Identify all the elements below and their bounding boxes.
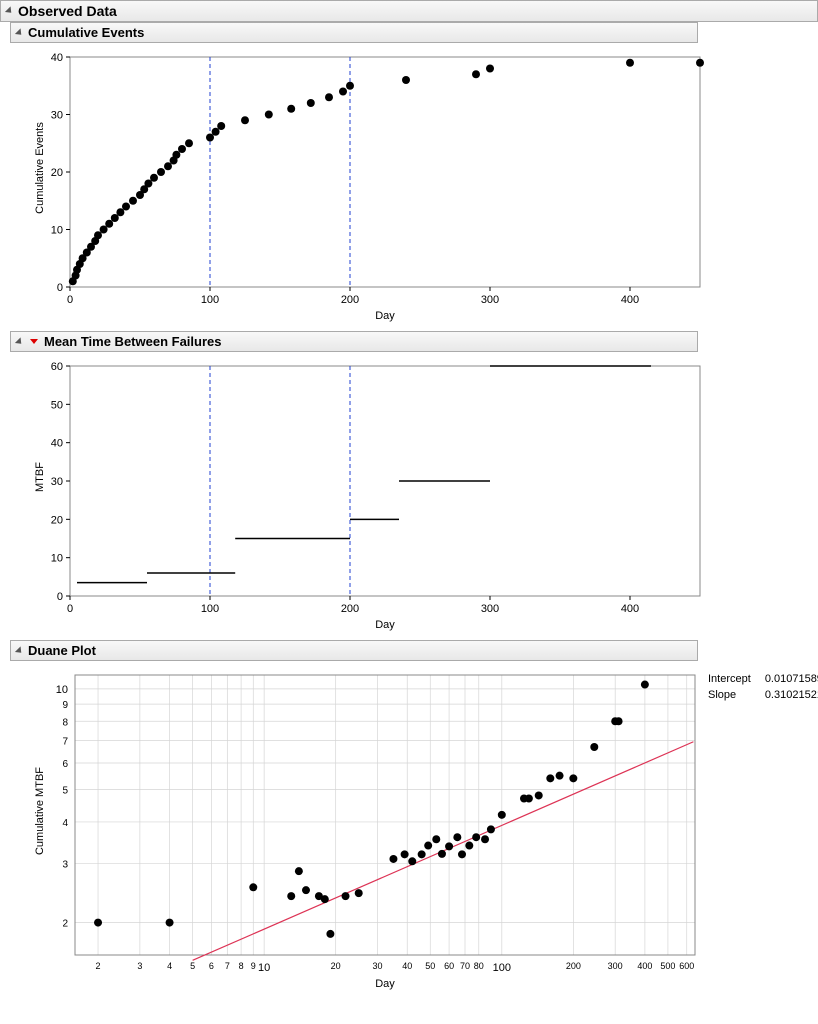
svg-text:Day: Day: [375, 978, 395, 990]
svg-text:Day: Day: [375, 619, 395, 631]
main-header-label: Observed Data: [18, 3, 117, 19]
svg-text:200: 200: [341, 603, 359, 615]
svg-text:100: 100: [201, 294, 219, 306]
svg-text:30: 30: [51, 110, 63, 122]
intercept-label: Intercept: [702, 672, 757, 686]
slope-value: 0.31021521: [759, 688, 818, 702]
svg-text:10: 10: [51, 225, 63, 237]
main-section-header[interactable]: Observed Data: [0, 0, 818, 22]
svg-text:Day: Day: [375, 310, 395, 322]
svg-text:10: 10: [51, 553, 63, 565]
disclosure-icon: [15, 646, 24, 655]
duane-params: Intercept0.01071589 Slope0.31021521: [700, 670, 818, 704]
svg-text:0: 0: [57, 282, 63, 294]
chart1-title: Cumulative Events: [28, 25, 144, 40]
svg-text:10: 10: [56, 684, 68, 696]
svg-text:60: 60: [51, 361, 63, 373]
svg-text:2: 2: [96, 961, 101, 971]
svg-text:400: 400: [621, 603, 639, 615]
svg-text:4: 4: [62, 818, 68, 829]
cumulative-events-chart: Cumulative Events 0102030400100200300400…: [20, 47, 720, 327]
chart1-svg: 0102030400100200300400Day: [20, 47, 720, 327]
svg-text:4: 4: [167, 961, 172, 971]
svg-text:8: 8: [62, 717, 68, 728]
svg-text:3: 3: [62, 860, 68, 871]
svg-text:30: 30: [51, 476, 63, 488]
svg-text:9: 9: [62, 700, 68, 711]
svg-text:20: 20: [331, 961, 341, 971]
disclosure-icon: [15, 337, 24, 346]
chart2-title: Mean Time Between Failures: [44, 334, 222, 349]
svg-text:80: 80: [474, 961, 484, 971]
disclosure-icon: [15, 28, 24, 37]
mtbf-chart: MTBF 0 10 20 30 40 50 60 0 100 200 300 400 Day: [20, 356, 720, 636]
disclosure-icon: [5, 6, 14, 15]
svg-text:200: 200: [566, 961, 581, 971]
svg-text:5: 5: [190, 961, 195, 971]
intercept-value: 0.01071589: [759, 672, 818, 686]
chart2-svg: 0 10 20 30 40 50 60 0 100 200 300 400 Day: [20, 356, 720, 636]
chart3-title: Duane Plot: [28, 643, 96, 658]
svg-text:50: 50: [51, 399, 63, 411]
chart1-ylabel: Cumulative Events: [34, 118, 46, 218]
svg-text:40: 40: [51, 52, 63, 64]
slope-label: Slope: [702, 688, 757, 702]
chart2-ylabel: MTBF: [34, 447, 46, 507]
svg-text:30: 30: [373, 961, 383, 971]
svg-text:0: 0: [67, 603, 73, 615]
cumulative-events-header[interactable]: Cumulative Events: [10, 22, 698, 43]
svg-text:9: 9: [251, 961, 256, 971]
mtbf-header[interactable]: Mean Time Between Failures: [10, 331, 698, 352]
red-triangle-icon[interactable]: [30, 339, 38, 344]
svg-text:40: 40: [402, 961, 412, 971]
svg-text:300: 300: [481, 294, 499, 306]
svg-text:3: 3: [137, 961, 142, 971]
svg-text:6: 6: [62, 759, 68, 770]
svg-text:8: 8: [239, 961, 244, 971]
svg-text:20: 20: [51, 167, 63, 179]
svg-text:70: 70: [460, 961, 470, 971]
svg-text:400: 400: [637, 961, 652, 971]
svg-text:6: 6: [209, 961, 214, 971]
svg-text:0: 0: [67, 294, 73, 306]
svg-text:20: 20: [51, 514, 63, 526]
duane-plot-header[interactable]: Duane Plot: [10, 640, 698, 661]
svg-text:200: 200: [341, 294, 359, 306]
chart3-svg: 1023456789101002345678920304050607080200…: [20, 665, 720, 995]
svg-text:10: 10: [258, 962, 270, 974]
chart3-ylabel: Cumulative MTBF: [34, 761, 46, 861]
svg-text:40: 40: [51, 438, 63, 450]
svg-text:5: 5: [62, 786, 68, 797]
svg-text:300: 300: [481, 603, 499, 615]
svg-text:0: 0: [57, 591, 63, 603]
svg-text:60: 60: [444, 961, 454, 971]
duane-plot-chart: Cumulative MTBF 102345678910100234567892…: [20, 665, 818, 995]
svg-text:7: 7: [62, 737, 68, 748]
svg-text:100: 100: [201, 603, 219, 615]
svg-text:2: 2: [62, 919, 68, 930]
svg-text:100: 100: [493, 962, 511, 974]
svg-text:400: 400: [621, 294, 639, 306]
svg-text:300: 300: [608, 961, 623, 971]
svg-text:500: 500: [660, 961, 675, 971]
svg-text:7: 7: [225, 961, 230, 971]
svg-text:600: 600: [679, 961, 694, 971]
svg-text:50: 50: [425, 961, 435, 971]
